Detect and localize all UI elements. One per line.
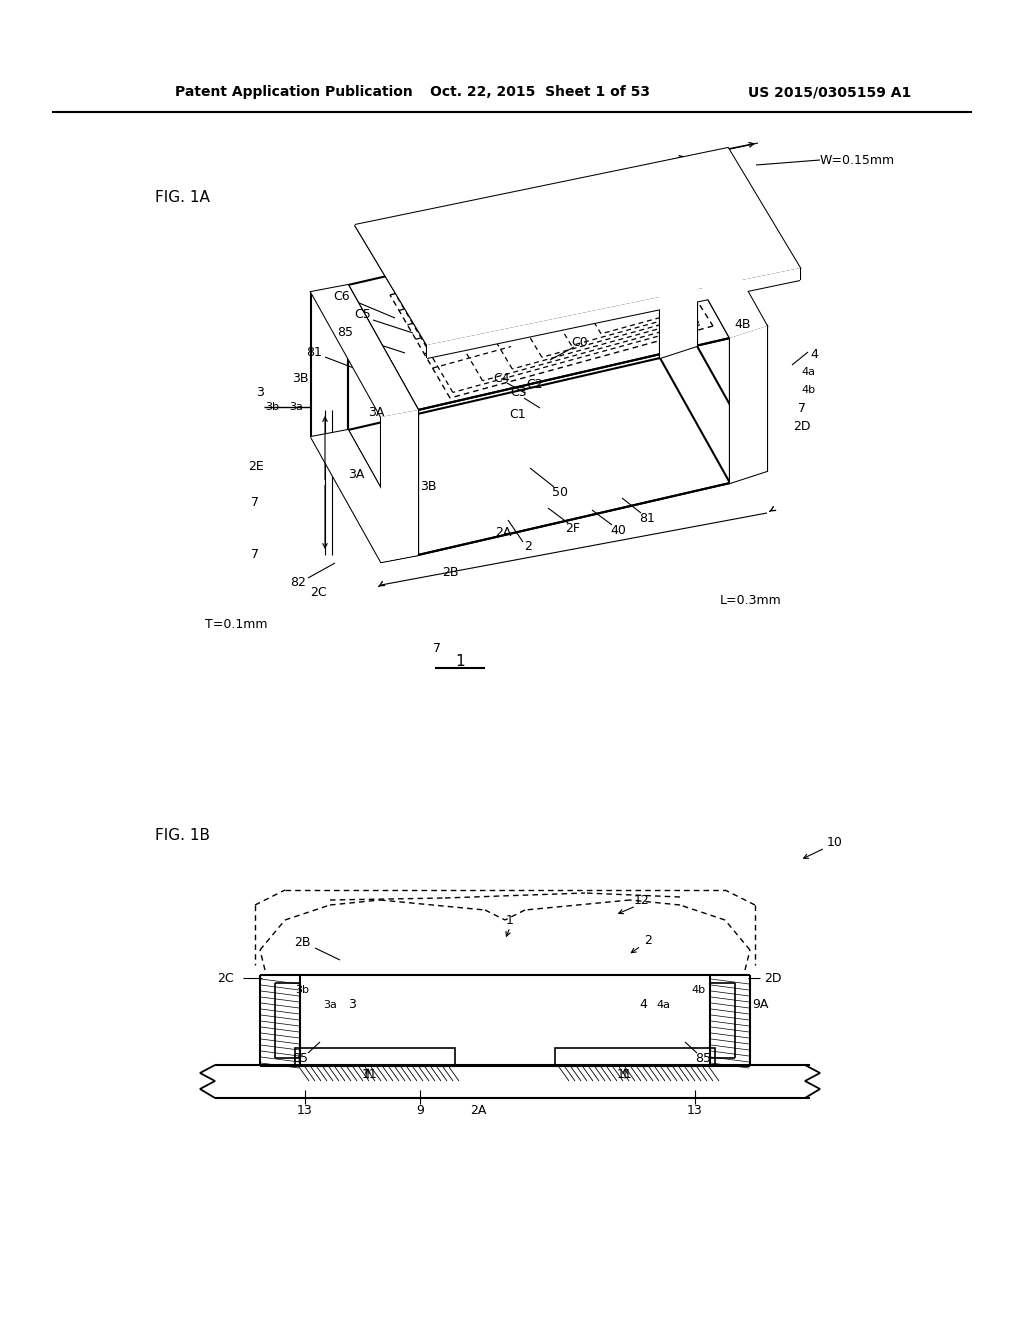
Text: 3B: 3B <box>420 480 436 494</box>
Text: 2F: 2F <box>565 521 581 535</box>
Text: L=0.3mm: L=0.3mm <box>720 594 781 606</box>
Text: 13: 13 <box>687 1104 702 1117</box>
Text: T=0.1mm: T=0.1mm <box>205 619 267 631</box>
Text: 3A: 3A <box>368 407 384 420</box>
Text: 2A: 2A <box>495 525 511 539</box>
Polygon shape <box>418 338 730 554</box>
Text: 3a: 3a <box>289 403 303 412</box>
Text: 12: 12 <box>634 894 650 907</box>
Text: C6: C6 <box>334 289 350 302</box>
Text: 4a: 4a <box>801 367 815 378</box>
Text: W=0.15mm: W=0.15mm <box>820 153 895 166</box>
Text: 1: 1 <box>456 655 465 669</box>
Text: 1: 1 <box>506 913 514 927</box>
Polygon shape <box>355 148 800 345</box>
Text: 13: 13 <box>297 1104 313 1117</box>
Text: 2B: 2B <box>441 565 459 578</box>
Text: 4a: 4a <box>656 1001 670 1010</box>
Text: 7: 7 <box>433 642 441 655</box>
Text: C4: C4 <box>494 371 510 384</box>
Text: 7: 7 <box>251 549 259 561</box>
Polygon shape <box>348 285 418 554</box>
Text: 10: 10 <box>827 837 843 850</box>
Polygon shape <box>311 285 418 417</box>
Text: 82: 82 <box>290 576 306 589</box>
Text: 3b: 3b <box>295 985 309 995</box>
Text: 3a: 3a <box>323 1001 337 1010</box>
Text: 3b: 3b <box>265 403 279 412</box>
Text: FIG. 1B: FIG. 1B <box>155 828 210 842</box>
Text: 11: 11 <box>617 1068 633 1081</box>
Text: 81: 81 <box>306 346 322 359</box>
Text: 2: 2 <box>644 933 652 946</box>
Text: 2: 2 <box>524 540 531 553</box>
Text: 40: 40 <box>610 524 626 536</box>
Text: 50: 50 <box>552 486 568 499</box>
Text: 9: 9 <box>416 1104 424 1117</box>
Text: 3: 3 <box>348 998 356 1011</box>
Polygon shape <box>311 430 418 562</box>
Text: 2E: 2E <box>248 461 264 474</box>
Text: 4: 4 <box>639 998 647 1011</box>
Text: 2C: 2C <box>309 586 327 598</box>
Bar <box>555 1048 715 1067</box>
Text: 3A: 3A <box>348 469 365 482</box>
Polygon shape <box>348 213 730 411</box>
Text: 2C: 2C <box>217 972 233 985</box>
Text: 9A: 9A <box>752 998 768 1011</box>
Polygon shape <box>730 326 767 483</box>
Text: Oct. 22, 2015  Sheet 1 of 53: Oct. 22, 2015 Sheet 1 of 53 <box>430 84 650 99</box>
Text: C1: C1 <box>510 408 526 421</box>
Text: 4A: 4A <box>602 231 618 244</box>
Text: FIG. 1A: FIG. 1A <box>155 190 210 206</box>
Text: C2: C2 <box>526 379 544 392</box>
Polygon shape <box>660 201 697 358</box>
Text: US 2015/0305159 A1: US 2015/0305159 A1 <box>748 84 911 99</box>
Text: Patent Application Publication: Patent Application Publication <box>175 84 413 99</box>
Polygon shape <box>660 201 767 338</box>
Text: 2B: 2B <box>294 936 310 949</box>
Text: 41: 41 <box>444 243 460 256</box>
Text: 2D: 2D <box>794 420 811 433</box>
Polygon shape <box>660 213 730 483</box>
Text: 4A: 4A <box>554 312 570 325</box>
Text: 5: 5 <box>462 279 470 292</box>
Text: 2A: 2A <box>470 1104 486 1117</box>
Polygon shape <box>427 268 800 358</box>
Text: 4B: 4B <box>735 318 752 331</box>
Text: 4b: 4b <box>801 385 815 395</box>
Text: 4b: 4b <box>691 985 706 995</box>
Bar <box>295 1048 455 1067</box>
Text: C5: C5 <box>354 309 372 322</box>
Text: 7: 7 <box>251 496 259 510</box>
Text: 3B: 3B <box>292 371 308 384</box>
Text: 85: 85 <box>292 1052 308 1064</box>
Text: 7: 7 <box>798 401 806 414</box>
Text: 85: 85 <box>337 326 353 338</box>
Text: 11: 11 <box>362 1068 378 1081</box>
Text: 81: 81 <box>639 511 655 524</box>
Text: 3: 3 <box>256 387 264 400</box>
Text: 4: 4 <box>810 348 818 362</box>
Text: 4B: 4B <box>479 214 496 227</box>
Polygon shape <box>381 411 418 562</box>
Text: 2D: 2D <box>764 972 781 985</box>
Text: 85: 85 <box>695 1052 711 1064</box>
Text: C3: C3 <box>511 387 527 400</box>
Text: C0: C0 <box>571 337 589 350</box>
